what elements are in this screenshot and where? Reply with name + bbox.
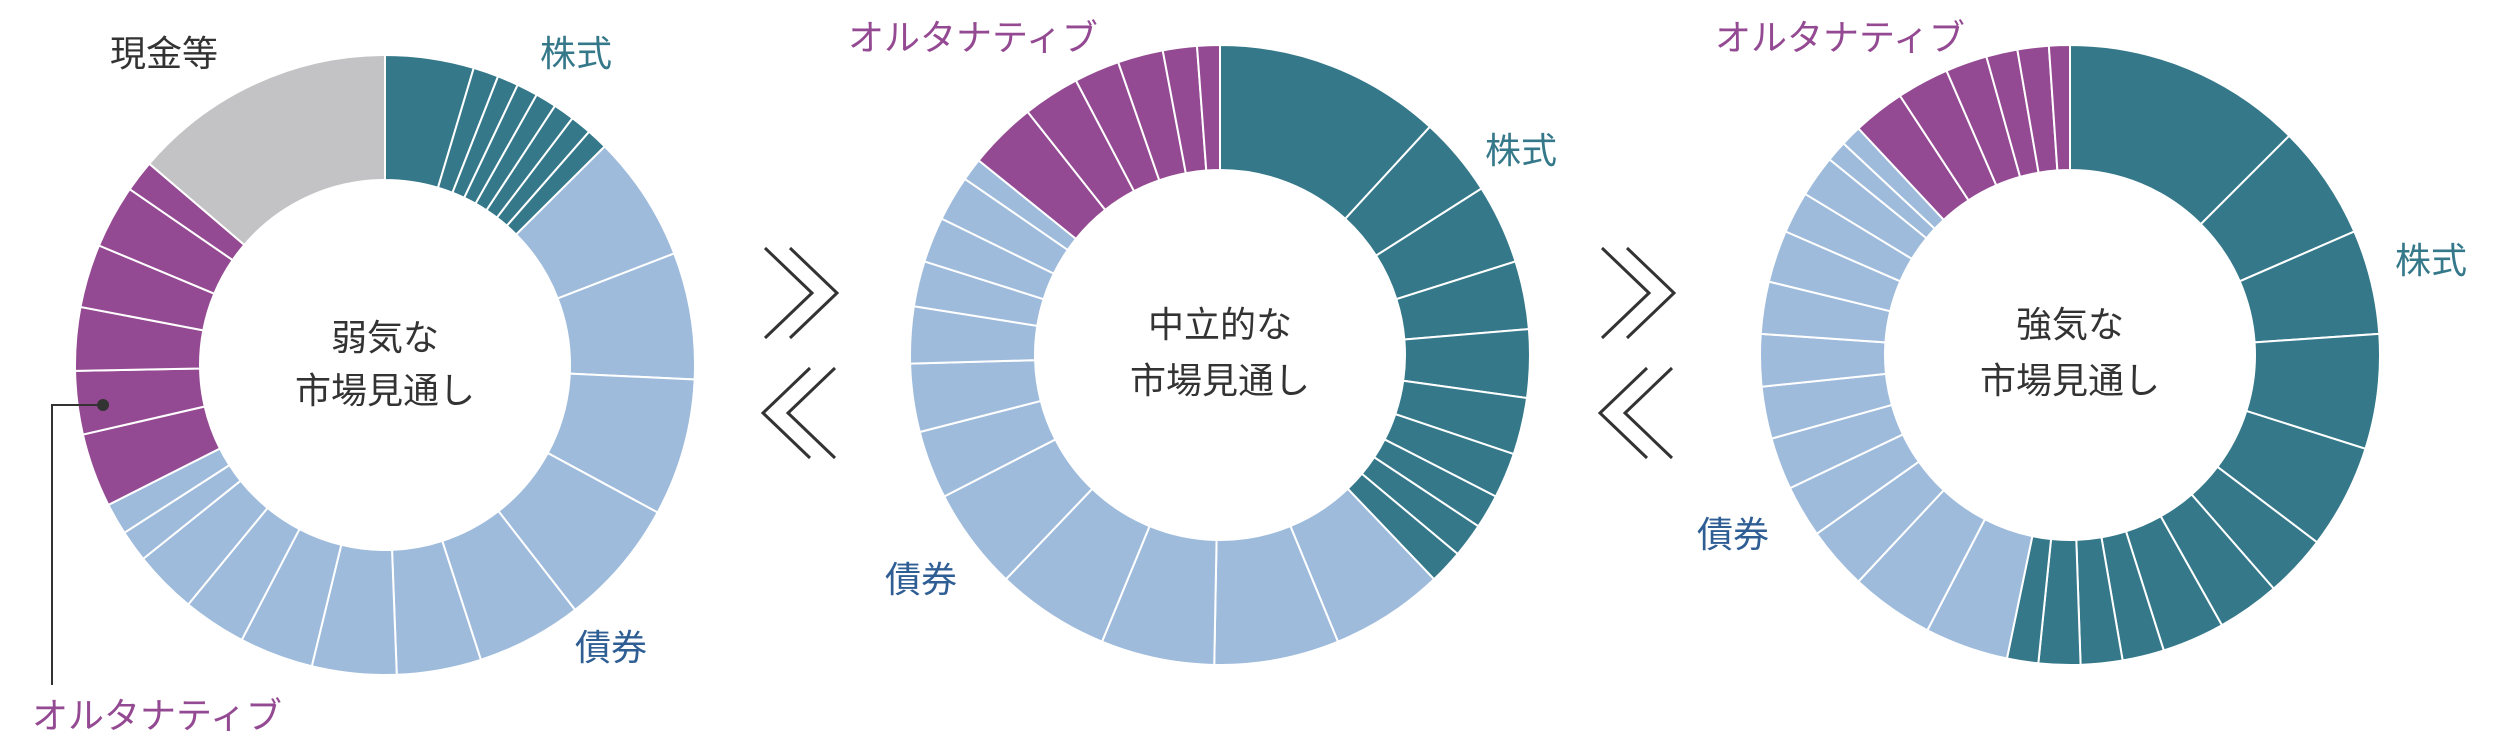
donut-1-alternative-slice-5 <box>1195 43 1221 172</box>
donut-2-alternative-slice-5 <box>2047 43 2071 172</box>
donut-bullish-label-alternative: オルタナティブ <box>1715 18 1965 59</box>
arrow-right-1 <box>763 246 840 340</box>
donut-bullish-center-line1: 強気な <box>2016 305 2124 346</box>
donut-bullish-segments <box>1759 43 2381 666</box>
donut-bearish-label-bond: 債券 <box>575 628 647 669</box>
donut-bearish-center-line1: 弱気な <box>331 318 439 359</box>
donut-neutral-label-bond: 債券 <box>885 560 957 601</box>
donut-bearish-center-line2: 市場見通し <box>295 371 475 412</box>
donut-bullish: 強気な 市場見通し オルタナティブ 株式 債券 <box>1697 18 2467 666</box>
arrow-right-2 <box>1600 246 1677 340</box>
donut-bearish: 弱気な 市場見通し 現金等 株式 債券 オルタナティブ <box>32 34 697 737</box>
donut-bullish-center-line2: 市場見通し <box>1980 361 2160 402</box>
arrow-left-1 <box>760 366 837 460</box>
donut-neutral-center-line2: 市場見通し <box>1130 361 1310 402</box>
donut-bearish-segments <box>74 53 697 676</box>
donut-bearish-label-equity: 株式 <box>540 34 612 75</box>
donut-neutral: 中立的な 市場見通し オルタナティブ 株式 債券 <box>848 18 1557 666</box>
donut-neutral-center-line1: 中立的な <box>1148 305 1292 346</box>
donut-neutral-label-equity: 株式 <box>1485 131 1557 172</box>
donut-neutral-label-alternative: オルタナティブ <box>848 18 1098 59</box>
donut-bullish-label-bond: 債券 <box>1697 515 1769 556</box>
donut-bullish-label-equity: 株式 <box>2395 241 2467 282</box>
alternative-leader-dot <box>97 399 109 411</box>
arrow-left-2 <box>1597 366 1674 460</box>
donut-neutral-segments <box>909 43 1531 666</box>
donut-0-cash-slice-0 <box>147 53 386 247</box>
donut-bearish-label-alternative: オルタナティブ <box>32 696 282 737</box>
alternative-leader-line <box>51 404 103 685</box>
donut-bearish-label-cash: 現金等 <box>110 34 218 75</box>
